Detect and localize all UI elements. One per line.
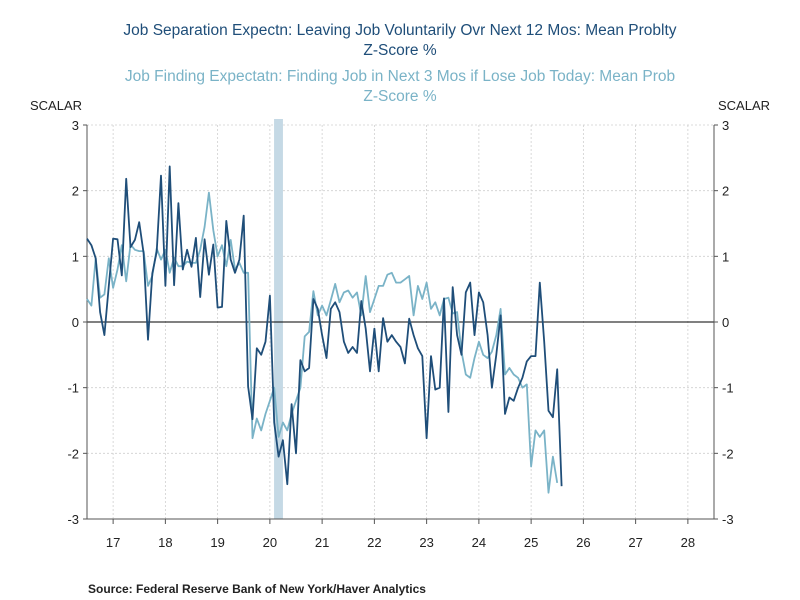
x-tick-label: 27 <box>628 535 642 550</box>
y-tick-label-right: 1 <box>722 249 729 264</box>
chart-title-series1-line2: Z-Score % <box>363 42 437 59</box>
x-tick-label: 18 <box>158 535 172 550</box>
x-tick-label: 21 <box>315 535 329 550</box>
x-tick-label: 19 <box>210 535 224 550</box>
x-tick-label: 24 <box>472 535 486 550</box>
x-tick-label: 23 <box>419 535 433 550</box>
series-lines <box>86 165 563 494</box>
x-tick-label: 20 <box>263 535 277 550</box>
right-axis-unit: SCALAR <box>718 98 771 113</box>
series-line-2 <box>86 191 559 494</box>
y-tick-label-right: -3 <box>722 512 734 527</box>
chart-title-series1-line1: Job Separation Expectn: Leaving Job Volu… <box>123 22 677 39</box>
y-tick-label-right: -2 <box>722 446 734 461</box>
y-tick-label-right: -1 <box>722 381 734 396</box>
chart-title-series2-line1: Job Finding Expectatn: Finding Job in Ne… <box>124 68 676 85</box>
y-tick-label-left: 1 <box>72 249 79 264</box>
y-tick-label-right: 3 <box>722 118 729 133</box>
series-line-1 <box>86 165 563 487</box>
tick-labels: 3 32 21 10 0-1 -1-2 -2-3 -317 18 19 20 21 22 23 24 25 26… <box>67 118 733 550</box>
x-tick-label: 22 <box>367 535 381 550</box>
recession-band <box>274 119 283 519</box>
x-tick-label: 28 <box>681 535 695 550</box>
y-tick-label-right: 0 <box>722 315 729 330</box>
y-tick-label-left: -3 <box>67 512 79 527</box>
x-tick-label: 25 <box>524 535 538 550</box>
x-tick-label: 17 <box>106 535 120 550</box>
y-tick-label-left: 3 <box>72 118 79 133</box>
y-tick-label-left: 2 <box>72 184 79 199</box>
source-note: Source: Federal Reserve Bank of New York… <box>88 582 426 596</box>
y-tick-label-left: -1 <box>67 381 79 396</box>
y-tick-label-left: -2 <box>67 446 79 461</box>
y-tick-label-left: 0 <box>72 315 79 330</box>
chart-title-series2-line2: Z-Score % <box>363 88 437 105</box>
recession-shading <box>274 119 283 519</box>
y-tick-label-right: 2 <box>722 184 729 199</box>
axes <box>83 124 718 524</box>
left-axis-unit: SCALAR <box>30 98 83 113</box>
x-tick-label: 26 <box>576 535 590 550</box>
